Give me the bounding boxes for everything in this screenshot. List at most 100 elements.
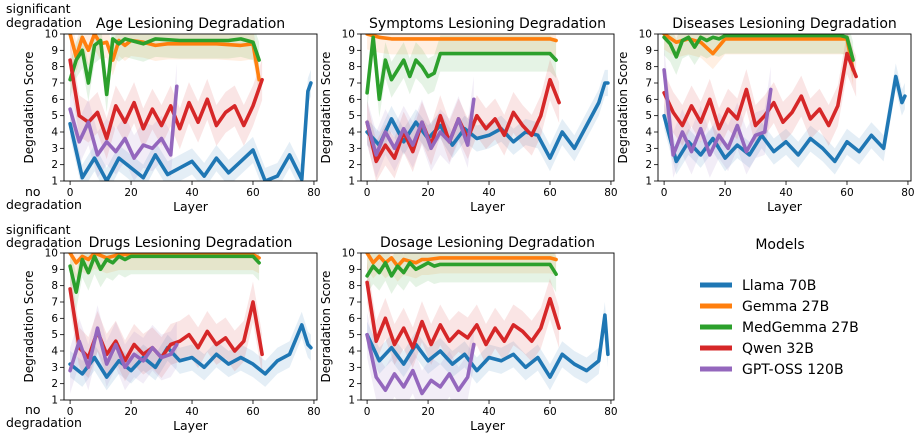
plot-frame (63, 252, 318, 401)
x-tick-label: 20 (421, 187, 434, 199)
no-degradation-label-row2-line1: no (25, 402, 41, 417)
legend-title: Models (755, 237, 804, 253)
series-line-gpt-oss-120b (68, 84, 179, 160)
y-tick-label: 5 (348, 329, 355, 341)
y-tick-label: 7 (51, 78, 58, 90)
legend-label: Qwen 32B (742, 341, 814, 357)
x-tick-label: 0 (67, 406, 74, 418)
y-tick-label: 9 (645, 45, 652, 57)
y-tick-label: 2 (348, 159, 355, 171)
x-axis-label: Layer (173, 199, 209, 214)
series-line-gpt-oss-120b (365, 332, 476, 396)
band-medgemma-27b (70, 34, 260, 113)
y-tick-label: 3 (51, 143, 58, 155)
x-tick-label: 40 (482, 406, 495, 418)
chart-title: Symptoms Lesioning Degradation (369, 16, 606, 32)
no-degradation-label-row1-line1: no (25, 184, 41, 199)
x-tick-label: 0 (364, 406, 371, 418)
y-tick-label: 3 (645, 143, 652, 155)
y-tick-label: 2 (348, 378, 355, 390)
x-tick-label: 60 (246, 406, 259, 418)
series-line-llama-70b (365, 313, 610, 379)
series-line-gpt-oss-120b (68, 326, 179, 373)
series-line-llama-70b (68, 323, 313, 379)
x-tick-label: 20 (124, 187, 137, 199)
y-tick-label: 8 (51, 280, 58, 292)
y-tick-label: 1 (348, 395, 355, 407)
x-tick-label: 0 (364, 187, 371, 199)
y-tick-label: 8 (348, 280, 355, 292)
significant-label-row1-line1: significant (6, 1, 71, 16)
plot-frame (63, 33, 318, 182)
y-tick-label: 5 (645, 110, 652, 122)
y-tick-label: 10 (342, 248, 355, 260)
y-tick-label: 6 (645, 94, 652, 106)
x-axis-label: Layer (470, 418, 506, 433)
y-tick-label: 5 (51, 110, 58, 122)
series-line-medgemma-27b (365, 35, 558, 102)
y-tick-label: 3 (348, 143, 355, 155)
y-axis-label: Degradation Score (319, 271, 333, 383)
band-medgemma-27b (664, 34, 854, 79)
significant-label-row1-line2: degradation (6, 15, 82, 30)
series-line-medgemma-27b (68, 37, 261, 97)
y-tick-label: 1 (51, 395, 58, 407)
y-axis-label: Degradation Score (22, 271, 36, 383)
chart-panel-1: 1 2 3 4 5 6 7 8 9 10 0 20 40 60 80 Age Lesioning Degrad… (22, 16, 321, 214)
y-tick-label: 1 (51, 176, 58, 188)
series-line-medgemma-27b (365, 260, 558, 278)
series-line-gemma-27b (365, 34, 558, 43)
legend-label: GPT-OSS 120B (742, 362, 844, 378)
legend-label: Gemma 27B (742, 299, 829, 315)
band-qwen-32b (367, 59, 560, 181)
x-axis-label: Layer (470, 199, 506, 214)
y-tick-label: 7 (645, 78, 652, 90)
y-axis-label: Degradation Score (319, 52, 333, 164)
y-tick-label: 1 (348, 176, 355, 188)
series-line-llama-70b (365, 81, 610, 160)
x-tick-label: 80 (604, 187, 617, 199)
y-tick-label: 6 (348, 313, 355, 325)
band-gemma-27b (664, 34, 854, 86)
x-tick-label: 80 (307, 406, 320, 418)
y-tick-label: 9 (51, 264, 58, 276)
x-tick-label: 40 (185, 406, 198, 418)
chart-title: Diseases Lesioning Degradation (672, 16, 897, 32)
chart-title: Age Lesioning Degradation (96, 16, 285, 32)
y-tick-label: 8 (51, 61, 58, 73)
y-tick-label: 6 (348, 94, 355, 106)
series-line-llama-70b (68, 81, 313, 181)
no-degradation-label-row1-line2: degradation (6, 197, 82, 212)
y-axis-label: Degradation Score (22, 52, 36, 164)
band-llama-70b (367, 302, 608, 391)
series-line-gpt-oss-120b (662, 68, 773, 157)
chart-panel-4: 1 2 3 4 5 6 7 8 9 10 0 20 40 60 80 Drugs Lesioning Degr… (22, 235, 321, 433)
x-tick-label: 0 (67, 187, 74, 199)
band-qwen-32b (70, 39, 263, 159)
series-line-medgemma-27b (68, 254, 261, 295)
y-tick-label: 5 (348, 110, 355, 122)
y-tick-label: 3 (51, 362, 58, 374)
x-tick-label: 60 (543, 406, 556, 418)
series-line-gpt-oss-120b (365, 97, 476, 157)
y-tick-label: 10 (639, 29, 652, 41)
x-tick-label: 60 (543, 187, 556, 199)
chart-panel-5: 1 2 3 4 5 6 7 8 9 10 0 20 40 60 80 Dosage Lesioning Deg… (319, 235, 618, 433)
chart-panel-3: 1 2 3 4 5 6 7 8 9 10 0 20 40 60 80 Diseases Lesioning D… (616, 16, 914, 214)
x-tick-label: 20 (718, 187, 731, 199)
y-tick-label: 9 (348, 264, 355, 276)
chart-panel-2: 1 2 3 4 5 6 7 8 9 10 0 20 40 60 80 Symptoms Lesioning D… (319, 16, 618, 214)
chart-title: Drugs Lesioning Degradation (89, 235, 293, 251)
band-medgemma-27b (70, 253, 260, 311)
y-tick-label: 2 (51, 378, 58, 390)
y-tick-label: 4 (51, 346, 58, 358)
band-qwen-32b (664, 34, 857, 150)
significant-label-row2-line2: degradation (6, 235, 82, 250)
x-tick-label: 40 (185, 187, 198, 199)
band-llama-70b (367, 69, 608, 172)
x-axis-label: Layer (173, 418, 209, 433)
y-tick-label: 2 (51, 159, 58, 171)
y-tick-label: 9 (348, 45, 355, 57)
y-tick-label: 6 (51, 94, 58, 106)
x-tick-label: 40 (482, 187, 495, 199)
